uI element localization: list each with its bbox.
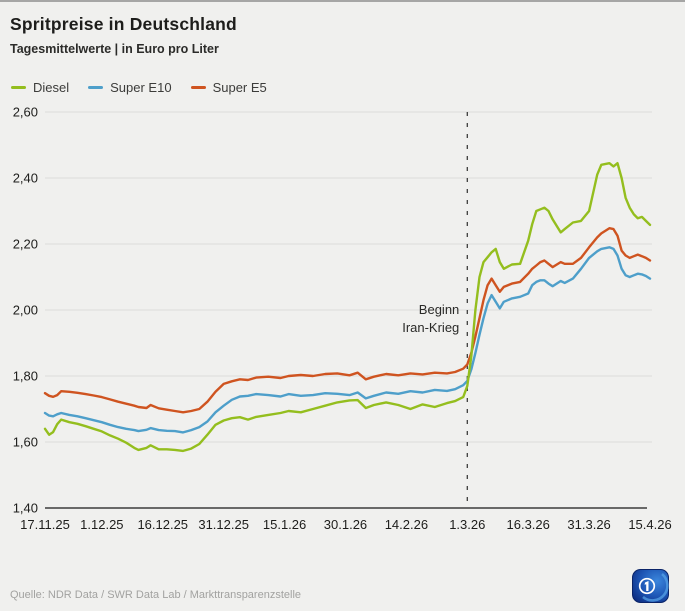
- legend-label-super-e10: Super E10: [110, 80, 172, 95]
- x-tick-label: 15.1.26: [263, 517, 306, 532]
- source-credit: Quelle: NDR Data / SWR Data Lab / Marktt…: [10, 589, 302, 601]
- legend-item-diesel: Diesel: [11, 80, 69, 95]
- x-tick-label: 16.3.26: [507, 517, 550, 532]
- x-tick-label: 17.11.25: [20, 517, 70, 532]
- x-tick-label: 31.3.26: [567, 517, 610, 532]
- super-e5-line-swatch: [190, 86, 206, 89]
- diesel-line-swatch: [11, 86, 26, 89]
- series-line-super-e5: [43, 226, 652, 414]
- legend-item-super-e5: Super E5: [190, 80, 267, 95]
- x-tick-label: 1.12.25: [80, 517, 123, 532]
- y-tick-label: 2,40: [13, 171, 38, 186]
- x-tick-label: 31.12.25: [198, 517, 249, 532]
- x-tick-label: 16.12.25: [137, 517, 188, 532]
- chart-subtitle: Tagesmittelwerte | in Euro pro Liter: [10, 42, 219, 56]
- x-tick-label: 1.3.26: [449, 517, 485, 532]
- y-tick-label: 2,00: [13, 303, 38, 318]
- super-e10-line-swatch: [88, 86, 104, 89]
- series-line-diesel: [43, 161, 652, 453]
- x-tick-label: 14.2.26: [385, 517, 428, 532]
- x-tick-label: 30.1.26: [324, 517, 367, 532]
- y-tick-label: 1,40: [13, 501, 38, 516]
- y-tick-label: 1,80: [13, 369, 38, 384]
- series-line-super-e10: [43, 246, 652, 434]
- chart-legend: Diesel Super E10 Super E5: [11, 80, 267, 95]
- globe-ring: [638, 577, 656, 595]
- globe-swoosh: [642, 572, 669, 602]
- annotation-text: Beginn: [419, 302, 459, 317]
- y-tick-label: 2,60: [13, 105, 38, 120]
- annotation-text: Iran-Krieg: [402, 320, 459, 335]
- tagesschau-logo: [632, 569, 669, 603]
- legend-label-diesel: Diesel: [33, 80, 70, 95]
- logo-one-glyph: [644, 581, 649, 591]
- x-tick-label: 15.4.26: [628, 517, 671, 532]
- legend-label-super-e5: Super E5: [212, 80, 267, 95]
- y-tick-label: 2,20: [13, 237, 38, 252]
- y-tick-label: 1,60: [13, 435, 38, 450]
- page-title: Spritpreise in Deutschland: [10, 14, 237, 34]
- legend-item-super-e10: Super E10: [88, 80, 172, 95]
